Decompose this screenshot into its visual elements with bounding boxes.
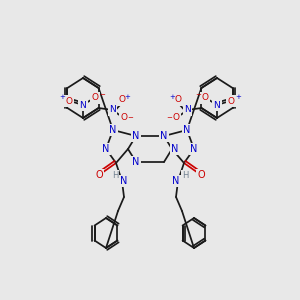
Text: N: N bbox=[183, 125, 191, 135]
Text: O: O bbox=[197, 170, 205, 180]
Text: H: H bbox=[182, 172, 188, 181]
Text: H: H bbox=[112, 172, 118, 181]
Text: N: N bbox=[132, 131, 140, 141]
Text: O: O bbox=[120, 113, 127, 122]
Text: O: O bbox=[92, 94, 98, 103]
Text: +: + bbox=[59, 94, 65, 100]
Text: O: O bbox=[227, 97, 235, 106]
Text: N: N bbox=[184, 106, 191, 115]
Text: N: N bbox=[160, 131, 168, 141]
Text: N: N bbox=[214, 100, 220, 109]
Text: N: N bbox=[102, 144, 110, 154]
Text: O: O bbox=[175, 95, 182, 104]
Text: −: − bbox=[99, 92, 105, 98]
Text: N: N bbox=[109, 125, 117, 135]
Text: −: − bbox=[195, 92, 201, 98]
Text: +: + bbox=[235, 94, 241, 100]
Text: N: N bbox=[171, 144, 179, 154]
Text: O: O bbox=[118, 95, 125, 104]
Text: O: O bbox=[65, 97, 73, 106]
Text: N: N bbox=[172, 176, 180, 186]
Text: N: N bbox=[132, 157, 140, 167]
Text: O: O bbox=[95, 170, 103, 180]
Text: O: O bbox=[173, 113, 180, 122]
Text: O: O bbox=[202, 94, 208, 103]
Text: +: + bbox=[169, 94, 175, 100]
Text: N: N bbox=[190, 144, 198, 154]
Text: N: N bbox=[80, 100, 86, 109]
Text: −: − bbox=[128, 115, 134, 121]
Text: −: − bbox=[167, 115, 172, 121]
Text: +: + bbox=[125, 94, 130, 100]
Text: N: N bbox=[109, 106, 116, 115]
Text: N: N bbox=[120, 176, 128, 186]
